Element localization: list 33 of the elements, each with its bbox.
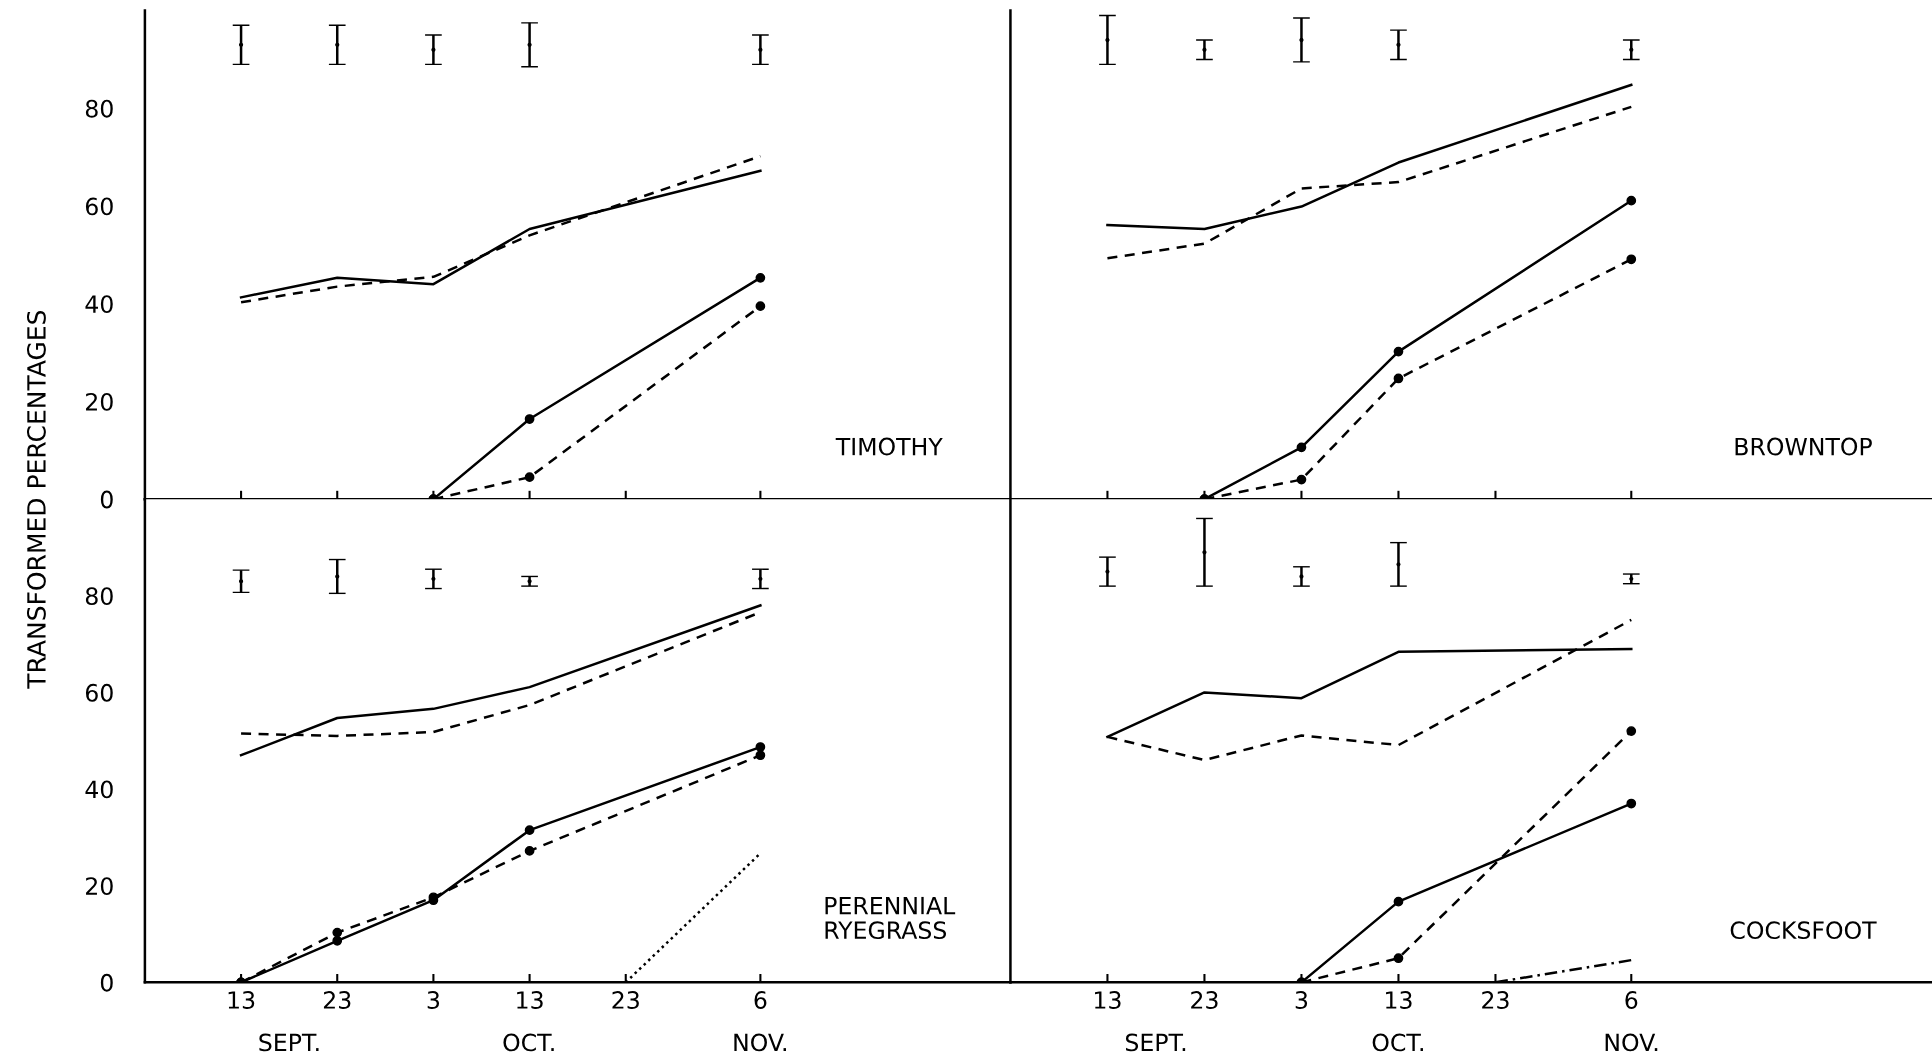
text: NOV. — [734, 1033, 786, 1052]
y-tick-label: 60 — [85, 197, 113, 216]
x-tick-label: 23 — [1191, 991, 1218, 1009]
x-tick-label: 3 — [427, 991, 440, 1009]
text: OCT. — [503, 1033, 554, 1052]
text: OCT. — [1372, 1033, 1423, 1052]
annotation: COCKSFOOT — [1730, 921, 1877, 940]
x-tick-label: 3 — [1295, 991, 1308, 1009]
y-tick-label: 40 — [85, 780, 113, 799]
text: SEPT. — [1125, 1033, 1186, 1052]
annotation: BROWNTOP — [1735, 437, 1872, 456]
y-tick-label: 0 — [100, 973, 113, 992]
y-tick-label: 40 — [85, 295, 113, 314]
x-tick-label: 13 — [1386, 991, 1412, 1009]
annotation: PERENNIAL RYEGRASS — [825, 896, 956, 940]
y-axis-title: TRANSFORMED PERCENTAGES — [26, 310, 46, 689]
x-tick-label: 13 — [1095, 991, 1121, 1009]
text: NOV. — [1605, 1033, 1658, 1052]
x-tick-label: 13 — [517, 991, 543, 1009]
y-tick-label: 80 — [85, 99, 113, 118]
x-tick-label: 23 — [1482, 991, 1509, 1009]
y-tick-label: 60 — [85, 683, 113, 702]
text: SEPT. — [259, 1033, 319, 1052]
x-tick-label: 23 — [612, 991, 639, 1009]
y-tick-label: 20 — [86, 392, 113, 411]
x-tick-label: 23 — [323, 991, 351, 1009]
x-tick-label: 6 — [754, 991, 767, 1009]
x-tick-label: 13 — [228, 991, 255, 1009]
y-tick-label: 20 — [86, 877, 113, 896]
y-tick-label: 0 — [100, 490, 113, 509]
y-tick-label: 80 — [85, 587, 113, 606]
x-tick-label: 6 — [1625, 991, 1638, 1009]
annotation: TIMOTHY — [835, 437, 943, 456]
